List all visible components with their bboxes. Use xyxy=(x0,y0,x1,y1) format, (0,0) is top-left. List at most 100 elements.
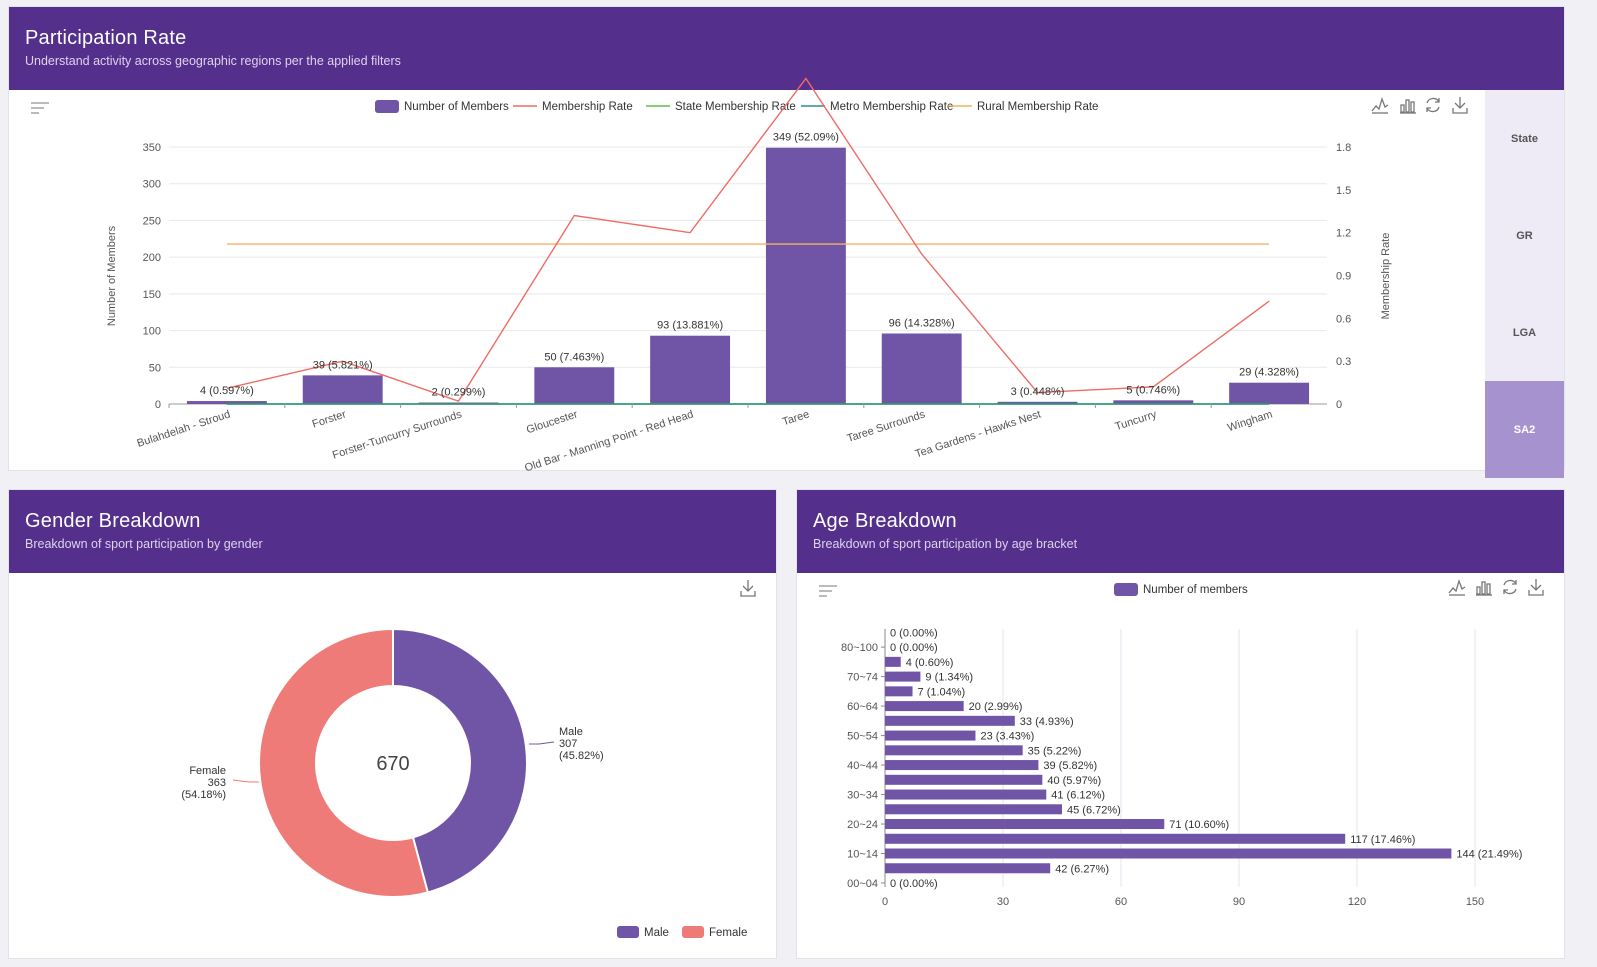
x-tick-label: 90 xyxy=(1233,896,1245,908)
age-data-label: 7 (1.04%) xyxy=(918,686,966,698)
bar-data-label: 39 (5.821%) xyxy=(313,359,373,371)
y-tick-label: 20~24 xyxy=(847,819,878,831)
age-data-label: 4 (0.60%) xyxy=(906,657,954,669)
line-chart-icon[interactable] xyxy=(1371,96,1389,114)
member-bar xyxy=(1229,382,1310,404)
age-panel: Age Breakdown Breakdown of sport partici… xyxy=(796,489,1565,959)
legend-swatch-members xyxy=(1114,583,1138,596)
female-label: Female xyxy=(189,765,226,777)
x-tick-label: Taree Surrounds xyxy=(846,408,928,445)
member-bar xyxy=(302,375,383,404)
y-tick-label: 50 xyxy=(149,362,161,374)
age-chart: Number of members 0 30 60 90 120 150 0 (0.00%) 0… xyxy=(819,578,1544,908)
member-bar xyxy=(534,367,615,404)
geo-level-lga-button[interactable]: LGA xyxy=(1512,326,1537,339)
geo-level-gr-button[interactable]: GR xyxy=(1516,229,1533,242)
y-tick-label: 70~74 xyxy=(847,672,878,684)
participation-title: Participation Rate xyxy=(25,27,187,49)
gender-panel: Gender Breakdown Breakdown of sport part… xyxy=(8,489,777,959)
refresh-icon[interactable] xyxy=(1503,579,1517,595)
bar-chart-icon[interactable] xyxy=(1400,99,1416,114)
age-bar xyxy=(885,819,1165,830)
participation-subtitle: Understand activity across geographic re… xyxy=(25,54,401,68)
legend-label-female: Female xyxy=(709,927,747,939)
download-icon[interactable] xyxy=(1528,579,1544,596)
legend-label: Rural Membership Rate xyxy=(977,101,1098,113)
age-bar xyxy=(885,833,1346,844)
gender-subtitle: Breakdown of sport participation by gend… xyxy=(25,537,263,551)
geo-level-state-button[interactable]: State xyxy=(1511,132,1538,145)
age-bar xyxy=(885,863,1051,874)
legend-label: State Membership Rate xyxy=(675,101,796,113)
bar-data-label: 5 (0.746%) xyxy=(1126,384,1180,396)
y2-tick-label: 0.9 xyxy=(1336,271,1351,283)
age-data-label: 45 (6.72%) xyxy=(1067,804,1121,816)
filter-icon[interactable] xyxy=(31,102,49,114)
legend-label: Metro Membership Rate xyxy=(830,101,953,113)
refresh-icon[interactable] xyxy=(1426,97,1440,113)
participation-panel: Participation Rate Understand activity a… xyxy=(8,6,1565,478)
series-line-1 xyxy=(226,77,1270,402)
bar-chart-icon[interactable] xyxy=(1476,581,1492,596)
y-tick-label: 300 xyxy=(143,179,161,191)
x-tick-label: Tuncurry xyxy=(1114,408,1159,433)
legend-swatch-members xyxy=(375,100,399,113)
y-tick-label: 80~100 xyxy=(841,642,878,654)
age-data-label: 20 (2.99%) xyxy=(969,701,1023,713)
female-label: (54.18%) xyxy=(181,789,226,801)
age-subtitle: Breakdown of sport participation by age … xyxy=(813,537,1078,551)
x-tick-label: Wingham xyxy=(1226,408,1274,434)
gender-header: Gender Breakdown Breakdown of sport part… xyxy=(9,490,776,573)
x-tick-label: Forster-Tuncurry Surrounds xyxy=(331,408,464,461)
y-tick-label: 250 xyxy=(143,215,161,227)
male-leader-line xyxy=(529,741,555,745)
download-icon[interactable] xyxy=(1452,97,1468,114)
download-icon[interactable] xyxy=(740,580,756,597)
line-chart-icon[interactable] xyxy=(1448,578,1466,596)
bar-data-label: 93 (13.881%) xyxy=(657,320,723,332)
member-bar xyxy=(1113,400,1194,404)
y2-tick-label: 1.5 xyxy=(1336,185,1351,197)
geo-level-sa2-button[interactable]: SA2 xyxy=(1485,381,1564,478)
age-bar xyxy=(885,686,913,697)
member-bar xyxy=(186,401,267,404)
age-data-label: 144 (21.49%) xyxy=(1456,849,1522,861)
male-label: (45.82%) xyxy=(559,750,604,762)
age-data-label: 39 (5.82%) xyxy=(1043,760,1097,772)
y-tick-label: 200 xyxy=(143,252,161,264)
y2-tick-label: 0.6 xyxy=(1336,313,1351,325)
age-bar xyxy=(885,656,901,667)
age-data-label: 71 (10.60%) xyxy=(1169,819,1229,831)
male-label: Male xyxy=(559,726,583,738)
y-tick-label: 60~64 xyxy=(847,701,878,713)
age-data-label: 41 (6.12%) xyxy=(1051,790,1105,802)
legend-label: Membership Rate xyxy=(542,101,633,113)
filter-icon[interactable] xyxy=(819,585,837,597)
bar-data-label: 2 (0.299%) xyxy=(432,387,486,399)
female-leader-line xyxy=(232,779,259,783)
legend-label: Number of Members xyxy=(404,101,509,113)
age-bar xyxy=(885,715,1015,726)
age-data-label: 0 (0.00%) xyxy=(890,878,938,890)
x-tick-label: 0 xyxy=(882,896,888,908)
y-tick-label: 0 xyxy=(155,399,161,411)
age-bar xyxy=(885,848,1452,859)
bar-data-label: 50 (7.463%) xyxy=(544,351,604,363)
y-axis-title: Number of Members xyxy=(106,225,118,326)
legend-label-male: Male xyxy=(644,927,669,939)
bar-data-label: 29 (4.328%) xyxy=(1239,367,1299,379)
participation-chart: Number of Members Membership Rate State Me… xyxy=(31,77,1468,472)
y-tick-label: 10~14 xyxy=(847,849,878,861)
age-title: Age Breakdown xyxy=(813,510,957,532)
y2-tick-label: 0 xyxy=(1336,399,1342,411)
bar-data-label: 96 (14.328%) xyxy=(889,318,955,330)
member-bar xyxy=(418,402,499,404)
geo-level-selector: State GR LGA SA2 xyxy=(1485,90,1564,478)
age-bar xyxy=(885,789,1047,800)
bar-data-label: 3 (0.448%) xyxy=(1011,386,1065,398)
y-tick-label: 30~34 xyxy=(847,790,878,802)
member-bar xyxy=(765,147,846,404)
x-tick-label: Taree xyxy=(781,408,811,428)
donut-total: 670 xyxy=(376,753,409,775)
y-tick-label: 00~04 xyxy=(847,878,878,890)
